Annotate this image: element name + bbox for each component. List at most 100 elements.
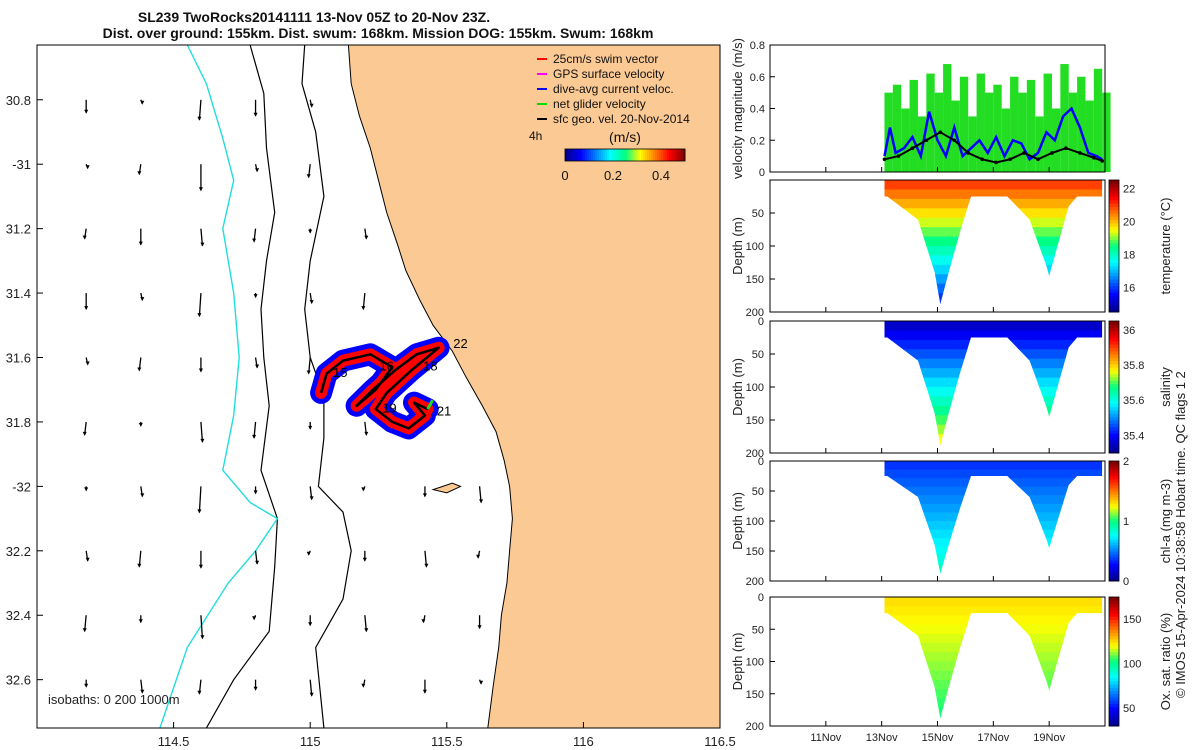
- section-cbar-cell: [1109, 530, 1119, 534]
- net-velocity-bar: [901, 108, 910, 172]
- sfc-vel-arrowhead: [308, 229, 313, 234]
- section-cbar-cell: [1109, 340, 1119, 345]
- sfc-vel-arrowhead: [364, 431, 369, 436]
- sfc-vel-arrowhead: [137, 563, 142, 568]
- colorbar-cell: [641, 149, 644, 161]
- map-panel: 15 16 18 22 19 21 isobaths: 0 200 1000m 25cm/s …: [6, 44, 736, 749]
- section-cbar-cell: [1109, 186, 1119, 191]
- section-cbar-cell: [1109, 436, 1119, 441]
- section-cbar-cell: [1109, 298, 1119, 303]
- sfc-vel-arrowhead: [140, 493, 145, 498]
- section-cbar-cell: [1109, 193, 1119, 197]
- section-panel-oxygen: 0 50 100 150 200 Depth (m) 50 100 150 Ox. sat. ra…: [730, 592, 1173, 733]
- day-label-21: 21: [437, 403, 451, 418]
- sfc-vel-arrows: [82, 99, 484, 697]
- sfc-vel-arrowhead: [82, 235, 87, 240]
- series-point: [1092, 155, 1096, 160]
- section-cbar-cell: [1109, 524, 1119, 528]
- velocity-panel: 0 0.2 0.4 0.6 0.8 velocity magnitude (m/s): [730, 38, 1111, 179]
- time-tick-label: 13Nov: [866, 732, 898, 744]
- net-velocity-bar: [892, 84, 902, 172]
- sfc-vel-arrowhead: [479, 680, 484, 685]
- sfc-vel-arrowhead: [198, 564, 203, 569]
- colorbar-cell: [675, 149, 678, 161]
- sfc-vel-arrowhead: [422, 493, 427, 498]
- colorbar-cell: [619, 149, 622, 161]
- section-band: [884, 321, 1103, 332]
- section-cbar-tick: 2: [1123, 456, 1129, 468]
- section-cbar-cell: [1109, 350, 1119, 355]
- colorbar-cell: [643, 149, 646, 161]
- series-point: [924, 138, 929, 143]
- section-cbar-tick: 16: [1123, 282, 1135, 294]
- colorbar-cell: [577, 149, 580, 161]
- x-tick-label: 116.5: [704, 734, 736, 749]
- section-band: [884, 606, 1103, 617]
- time-tick-label: 17Nov: [977, 732, 1009, 744]
- day-label-22: 22: [453, 336, 467, 351]
- colorbar-cell: [635, 149, 638, 161]
- sfc-vel-arrowhead: [361, 683, 366, 688]
- sfc-vel-arrow: [198, 486, 202, 513]
- section-band: [884, 189, 1103, 200]
- y-tick-label: 30.8: [6, 93, 31, 108]
- section-ylabel: Depth (m): [730, 358, 745, 416]
- sfc-vel-arrowhead: [255, 168, 260, 173]
- section-cbar-cell: [1109, 380, 1119, 385]
- section-cbar-cell: [1109, 246, 1119, 250]
- section-band: [884, 330, 1103, 341]
- section-cbar-cell: [1109, 622, 1119, 627]
- series-point: [994, 160, 998, 165]
- section-ylabel: Depth (m): [730, 633, 745, 691]
- sfc-vel-arrow: [198, 99, 202, 120]
- section-y-tick-label: 0: [758, 456, 764, 468]
- colorbar-cell: [673, 149, 676, 161]
- section-panel-temperature: 50 100 150 200 Depth (m) 16 18 20 22 temperature …: [730, 179, 1173, 319]
- vel-y-tick-label: 0.8: [750, 40, 765, 52]
- section-cbar-cell: [1109, 609, 1119, 614]
- section-cbar-label: temperature (°C): [1158, 198, 1173, 295]
- section-cbar-cell: [1109, 423, 1119, 428]
- section-cbar-cell: [1109, 533, 1119, 537]
- y-tick-label: 31.4: [6, 286, 31, 301]
- sfc-vel-arrowhead: [252, 434, 257, 439]
- colorbar-cell: [605, 149, 608, 161]
- section-cbar-tick: 100: [1123, 659, 1141, 671]
- colorbar-cell: [651, 149, 654, 161]
- section-cbar-cell: [1109, 393, 1119, 398]
- sfc-vel-arrowhead: [140, 689, 145, 694]
- section-cbar-cell: [1109, 706, 1119, 711]
- section-cbar-cell: [1109, 687, 1119, 692]
- section-cbar-cell: [1109, 334, 1119, 338]
- section-cbar-frame: [1108, 460, 1120, 582]
- series-point: [1050, 151, 1054, 155]
- series-point: [1008, 157, 1012, 162]
- section-cbar-cell: [1109, 655, 1119, 659]
- section-cbar-frame: [1108, 179, 1120, 313]
- sfc-vel-arrowhead: [424, 563, 429, 568]
- section-cbar-cell: [1109, 242, 1119, 247]
- land: [347, 45, 720, 728]
- section-y-tick-label: 100: [746, 516, 764, 528]
- net-velocity-bar: [968, 116, 977, 172]
- time-tick-label: 15Nov: [922, 732, 954, 744]
- section-cbar-cell: [1109, 216, 1119, 221]
- sfc-vel-arrowhead: [306, 174, 311, 179]
- net-velocity-bar: [1060, 64, 1069, 172]
- time-tick-label: 19Nov: [1033, 732, 1065, 744]
- section-cbar-cell: [1109, 183, 1119, 188]
- glider-track: [319, 346, 440, 430]
- section-y-tick-label: 50: [752, 349, 764, 361]
- sfc-vel-arrowhead: [197, 509, 202, 514]
- section-cbar-cell: [1109, 575, 1119, 579]
- section-cbar-cell: [1109, 373, 1119, 378]
- section-cbar-cell: [1109, 236, 1119, 240]
- sfc-vel-arrowhead: [252, 616, 257, 621]
- sfc-vel-arrowhead: [140, 100, 145, 105]
- sfc-vel-arrowhead: [364, 235, 369, 240]
- x-tick-label: 115.5: [431, 734, 463, 749]
- series-point: [910, 146, 915, 150]
- colorbar-tick: 0.2: [604, 168, 622, 183]
- sfc-vel-arrowhead: [253, 294, 258, 299]
- section-y-tick-label: 100: [746, 241, 764, 253]
